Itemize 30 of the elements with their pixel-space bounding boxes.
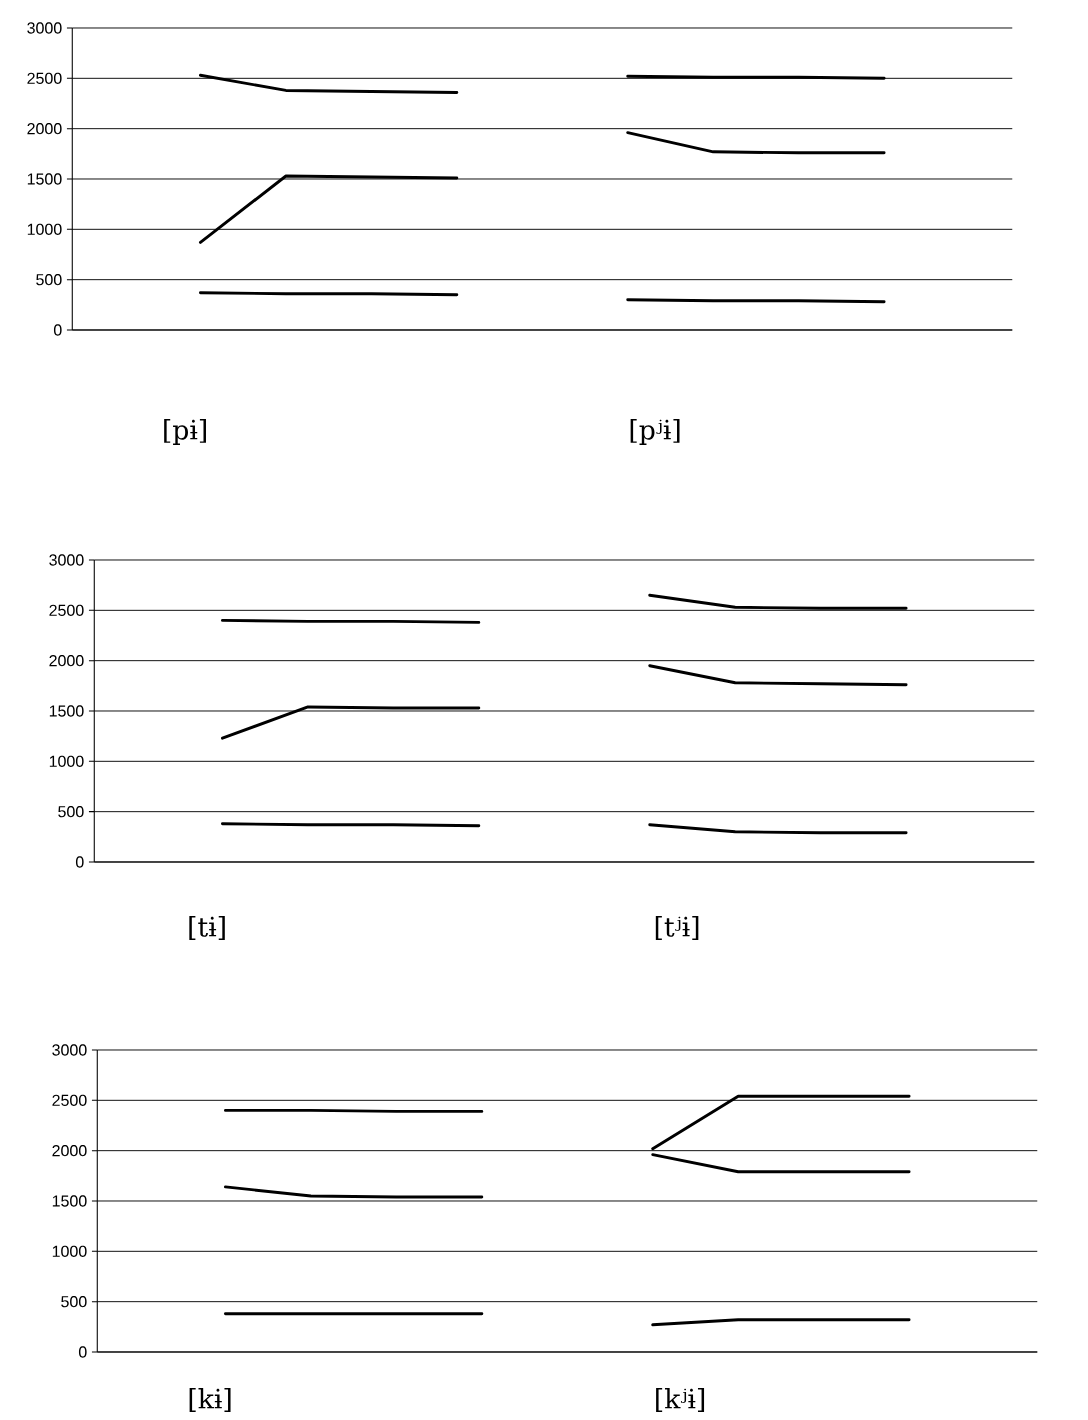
y-tick-label: 3000 [52, 1044, 87, 1056]
text: [pɨ] [164, 419, 206, 445]
text: [kʲɨ] [656, 1388, 705, 1412]
line-series [198, 73, 459, 94]
y-tick-label: 2000 [49, 655, 84, 667]
line-series [648, 664, 908, 687]
text: [tɨ] [189, 916, 225, 940]
y-tick-label: 0 [75, 856, 84, 868]
y-tick-label: 500 [36, 274, 62, 286]
y-tick-label: 1000 [49, 755, 84, 767]
y-tick-label: 500 [58, 806, 84, 818]
text: [tʲɨ] [655, 916, 699, 940]
y-tick-label: 3000 [27, 22, 62, 34]
y-tick-label: 500 [61, 1296, 87, 1308]
y-tick-label: 1500 [27, 173, 62, 185]
y-tick-label: 2000 [52, 1145, 87, 1157]
y-tick-label: 1500 [49, 705, 84, 717]
y-tick-label: 3000 [49, 554, 84, 566]
text: [pʲɨ] [630, 419, 680, 445]
y-tick-label: 2500 [52, 1094, 87, 1106]
y-tick-label: 1000 [52, 1245, 87, 1257]
text: [kɨ] [189, 1388, 231, 1412]
y-tick-label: 1500 [52, 1195, 87, 1207]
y-tick-label: 0 [53, 324, 62, 336]
line-series [198, 174, 459, 244]
y-tick-label: 2500 [49, 604, 84, 616]
y-tick-label: 0 [78, 1346, 87, 1358]
y-tick-label: 1000 [27, 223, 62, 235]
y-tick-label: 2500 [27, 72, 62, 84]
y-tick-label: 2000 [27, 123, 62, 135]
